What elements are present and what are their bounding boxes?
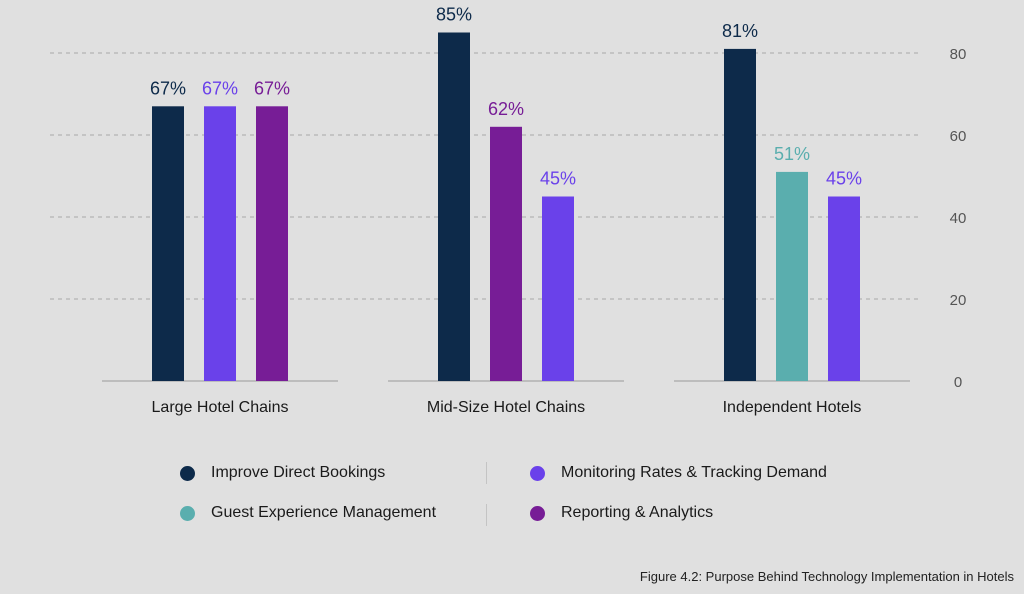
bar-value-label: 85% bbox=[436, 5, 472, 25]
figure-caption: Figure 4.2: Purpose Behind Technology Im… bbox=[639, 569, 1014, 584]
bar-value-label: 45% bbox=[540, 169, 576, 189]
bar-value-label: 67% bbox=[150, 78, 186, 98]
x-category-label: Large Hotel Chains bbox=[152, 399, 289, 416]
bar-value-label: 51% bbox=[774, 144, 810, 164]
bar-value-label: 67% bbox=[202, 78, 238, 98]
bar bbox=[490, 126, 522, 381]
bar bbox=[828, 196, 860, 381]
legend-item-improve-direct-bookings: Improve Direct Bookings bbox=[180, 464, 385, 482]
legend-divider bbox=[486, 504, 487, 526]
legend-item-monitoring-rates: Monitoring Rates & Tracking Demand bbox=[530, 464, 827, 482]
y-tick-label: 80 bbox=[950, 46, 967, 63]
legend-swatch bbox=[180, 465, 195, 481]
bar bbox=[542, 196, 574, 381]
bar bbox=[438, 32, 470, 381]
legend-label: Reporting & Analytics bbox=[561, 504, 714, 521]
legend-item-reporting-analytics: Reporting & Analytics bbox=[530, 504, 713, 522]
legend-item-guest-experience: Guest Experience Management bbox=[180, 504, 436, 522]
legend-swatch bbox=[530, 465, 545, 481]
bar-value-label: 62% bbox=[488, 99, 524, 119]
y-tick-label: 40 bbox=[950, 210, 967, 227]
legend-swatch bbox=[180, 505, 195, 521]
bar bbox=[724, 48, 756, 382]
legend-swatch bbox=[530, 505, 545, 521]
y-tick-label: 0 bbox=[954, 374, 962, 391]
x-category-label: Mid-Size Hotel Chains bbox=[427, 399, 585, 416]
legend-label: Monitoring Rates & Tracking Demand bbox=[561, 464, 827, 481]
bar-value-label: 45% bbox=[826, 169, 862, 189]
bar-value-label: 67% bbox=[254, 78, 290, 98]
legend-label: Guest Experience Management bbox=[211, 504, 437, 521]
bar bbox=[256, 106, 288, 382]
legend-label: Improve Direct Bookings bbox=[211, 464, 386, 481]
y-tick-label: 60 bbox=[950, 128, 967, 145]
bar bbox=[152, 106, 184, 382]
bar-value-label: 81% bbox=[722, 21, 758, 41]
bar bbox=[204, 106, 236, 382]
legend-divider bbox=[486, 462, 487, 484]
bar bbox=[776, 171, 808, 381]
legend: Improve Direct Bookings Monitoring Rates… bbox=[178, 458, 878, 538]
x-category-label: Independent Hotels bbox=[723, 399, 862, 416]
y-tick-label: 20 bbox=[950, 292, 967, 309]
